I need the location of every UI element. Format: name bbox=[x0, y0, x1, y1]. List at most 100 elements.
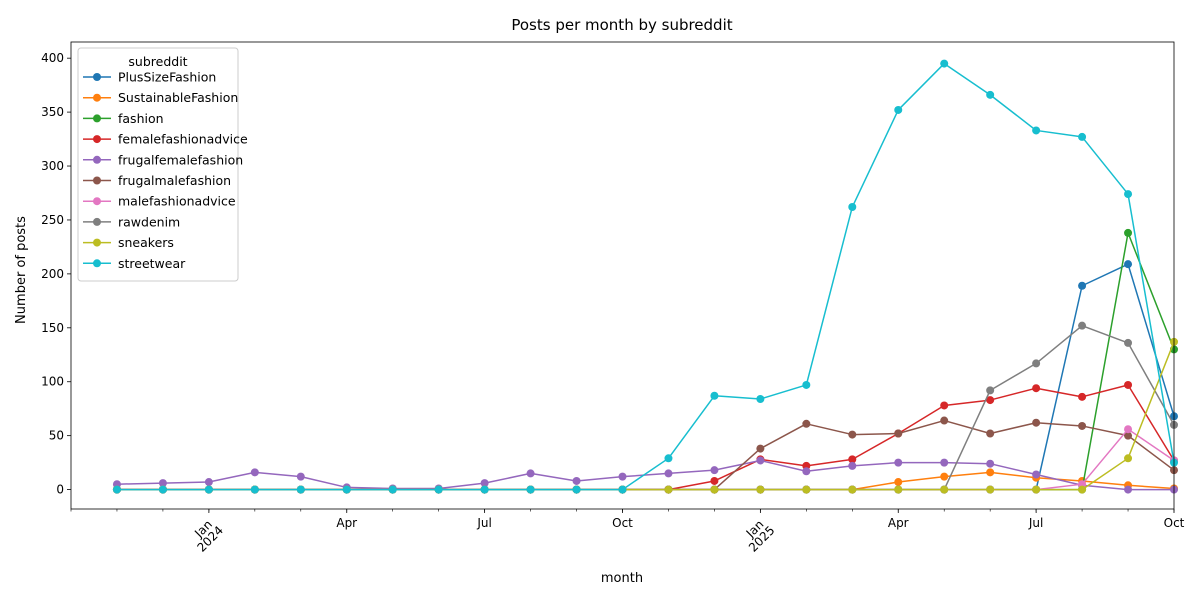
data-point bbox=[480, 479, 489, 488]
data-point bbox=[572, 485, 581, 494]
data-point bbox=[940, 416, 949, 425]
data-point bbox=[526, 469, 535, 478]
series-line bbox=[116, 459, 1174, 491]
data-point bbox=[664, 469, 673, 478]
data-point bbox=[1124, 338, 1133, 347]
legend-item-malefashionadvice: malefashionadvice bbox=[83, 194, 236, 209]
data-point bbox=[940, 401, 949, 410]
data-point bbox=[894, 429, 903, 438]
data-point bbox=[112, 485, 121, 494]
legend-item-frugalmalefashion: frugalmalefashion bbox=[83, 173, 231, 188]
data-point bbox=[710, 391, 719, 400]
x-axis-label: month bbox=[601, 571, 643, 586]
data-point bbox=[1124, 485, 1133, 494]
data-point bbox=[250, 468, 259, 477]
data-point bbox=[756, 485, 765, 494]
legend-swatch-marker bbox=[93, 114, 101, 123]
data-point bbox=[1032, 126, 1041, 135]
legend-label: rawdenim bbox=[118, 214, 180, 229]
data-point bbox=[572, 476, 581, 485]
y-tick-label: 400 bbox=[41, 51, 64, 65]
legend-title: subreddit bbox=[128, 54, 187, 69]
data-point bbox=[1078, 421, 1087, 430]
data-point bbox=[756, 394, 765, 403]
data-point bbox=[986, 429, 995, 438]
data-point bbox=[1124, 425, 1133, 434]
y-tick-label: 350 bbox=[41, 105, 64, 119]
data-point bbox=[710, 485, 719, 494]
legend-swatch-marker bbox=[93, 93, 101, 102]
data-point bbox=[618, 485, 627, 494]
data-point bbox=[664, 454, 673, 463]
legend-item-fashion: fashion bbox=[83, 111, 164, 126]
x-tick-label: Oct bbox=[612, 516, 633, 530]
legend-label: streetwear bbox=[118, 256, 186, 271]
chart-title: Posts per month by subreddit bbox=[511, 16, 732, 34]
data-point bbox=[480, 485, 489, 494]
y-axis-label: Number of posts bbox=[14, 216, 29, 324]
data-point bbox=[1032, 485, 1041, 494]
data-point bbox=[986, 485, 995, 494]
legend-item-sneakers: sneakers bbox=[83, 235, 174, 250]
x-tick-label: Apr bbox=[888, 516, 909, 530]
legend-swatch-marker bbox=[93, 197, 101, 206]
series-layer bbox=[112, 59, 1178, 494]
data-point bbox=[802, 380, 811, 389]
y-tick-label: 50 bbox=[49, 429, 64, 443]
data-point bbox=[986, 386, 995, 395]
data-point bbox=[1032, 359, 1041, 368]
data-point bbox=[940, 458, 949, 467]
legend-swatch-marker bbox=[93, 135, 101, 144]
data-point bbox=[940, 485, 949, 494]
data-point bbox=[986, 459, 995, 468]
data-point bbox=[1078, 281, 1087, 290]
data-point bbox=[894, 105, 903, 114]
data-point bbox=[664, 485, 673, 494]
data-point bbox=[1078, 392, 1087, 401]
legend-item-rawdenim: rawdenim bbox=[83, 214, 180, 229]
data-point bbox=[1124, 380, 1133, 389]
data-point bbox=[250, 485, 259, 494]
y-tick-label: 150 bbox=[41, 321, 64, 335]
legend-swatch-marker bbox=[93, 259, 101, 268]
legend-swatch-marker bbox=[93, 176, 101, 185]
x-tick-label: Apr bbox=[336, 516, 357, 530]
legend-item-PlusSizeFashion: PlusSizeFashion bbox=[83, 70, 216, 85]
data-point bbox=[986, 90, 995, 99]
data-point bbox=[342, 485, 351, 494]
data-point bbox=[1032, 384, 1041, 393]
series-line bbox=[116, 62, 1175, 491]
data-point bbox=[710, 476, 719, 485]
data-point bbox=[986, 396, 995, 405]
data-point bbox=[802, 467, 811, 476]
data-point bbox=[802, 485, 811, 494]
data-point bbox=[1032, 418, 1041, 427]
data-point bbox=[848, 430, 857, 439]
data-point bbox=[158, 479, 167, 488]
data-point bbox=[1124, 454, 1133, 463]
legend-label: fashion bbox=[118, 111, 164, 126]
data-point bbox=[894, 485, 903, 494]
data-point bbox=[296, 485, 305, 494]
data-point bbox=[940, 472, 949, 481]
data-point bbox=[1032, 470, 1041, 479]
legend-swatch-marker bbox=[93, 238, 101, 247]
data-point bbox=[1124, 431, 1133, 440]
legend-item-streetwear: streetwear bbox=[83, 256, 186, 271]
data-point bbox=[986, 468, 995, 477]
legend-swatch-marker bbox=[93, 217, 101, 226]
data-point bbox=[1078, 321, 1087, 330]
x-tick-label: Jul bbox=[1028, 516, 1043, 530]
data-point bbox=[802, 419, 811, 428]
legend-item-SustainableFashion: SustainableFashion bbox=[83, 90, 238, 105]
data-point bbox=[848, 485, 857, 494]
legend-label: PlusSizeFashion bbox=[118, 70, 216, 85]
data-point bbox=[434, 485, 443, 494]
data-point bbox=[1078, 485, 1087, 494]
data-point bbox=[1124, 228, 1133, 237]
y-tick-label: 250 bbox=[41, 213, 64, 227]
data-point bbox=[710, 466, 719, 475]
data-point bbox=[204, 485, 213, 494]
